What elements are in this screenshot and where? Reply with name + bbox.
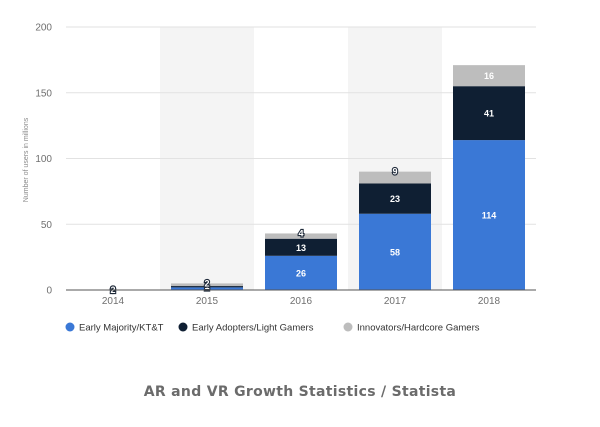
bar-segment — [453, 65, 525, 87]
legend-swatch — [178, 322, 188, 332]
x-tick-label: 2016 — [290, 296, 313, 307]
figure-caption: AR and VR Growth Statistics / Statista — [143, 384, 457, 400]
legend-swatch — [343, 322, 353, 332]
y-axis-label: Number of users in millions — [23, 117, 30, 202]
legend-entry: Early Adopters/Light Gamers — [192, 323, 314, 334]
bar-data-label: 41 — [484, 109, 494, 119]
x-tick-label: 2017 — [384, 296, 407, 307]
bar-data-label: 23 — [390, 194, 400, 204]
bar-data-label: 2 — [204, 278, 209, 288]
bar-data-label: 114 — [482, 211, 497, 221]
bar-data-label: 16 — [484, 71, 494, 81]
bar-data-label: 58 — [390, 247, 400, 257]
y-tick-label: 100 — [35, 154, 52, 165]
bar-segment — [359, 213, 431, 290]
bar-segment — [265, 233, 337, 239]
y-tick-label: 200 — [35, 23, 52, 34]
x-axis-ticks: 2014 2015 2016 2017 2018 — [102, 296, 501, 307]
bar-segment — [171, 283, 243, 287]
bar-data-label: 13 — [296, 243, 306, 253]
bar-segment — [265, 255, 337, 290]
bar-data-label: 26 — [296, 268, 306, 278]
legend: Early Majority/KT&T Early Adopters/Light … — [65, 322, 480, 334]
legend-entry: Innovators/Hardcore Gamers — [357, 323, 480, 334]
x-tick-label: 2015 — [196, 296, 219, 307]
y-axis-ticks: 0 50 100 150 200 — [35, 23, 52, 297]
bar-segment — [453, 140, 525, 290]
x-tick-label: 2014 — [102, 296, 125, 307]
bar-data-label: 4 — [298, 228, 303, 238]
bar-data-label: 9 — [392, 167, 397, 177]
legend-entry: Early Majority/KT&T — [79, 323, 164, 334]
bar-segment — [359, 171, 431, 184]
y-tick-label: 150 — [35, 88, 52, 99]
y-tick-label: 50 — [41, 220, 53, 231]
bar-segment — [359, 183, 431, 214]
bar-segment — [265, 238, 337, 256]
y-tick-label: 0 — [46, 286, 52, 297]
legend-swatch — [65, 322, 75, 332]
bar-segment — [171, 286, 243, 288]
bar-segment — [453, 86, 525, 141]
bar-segment — [171, 287, 243, 290]
x-tick-label: 2018 — [478, 296, 501, 307]
